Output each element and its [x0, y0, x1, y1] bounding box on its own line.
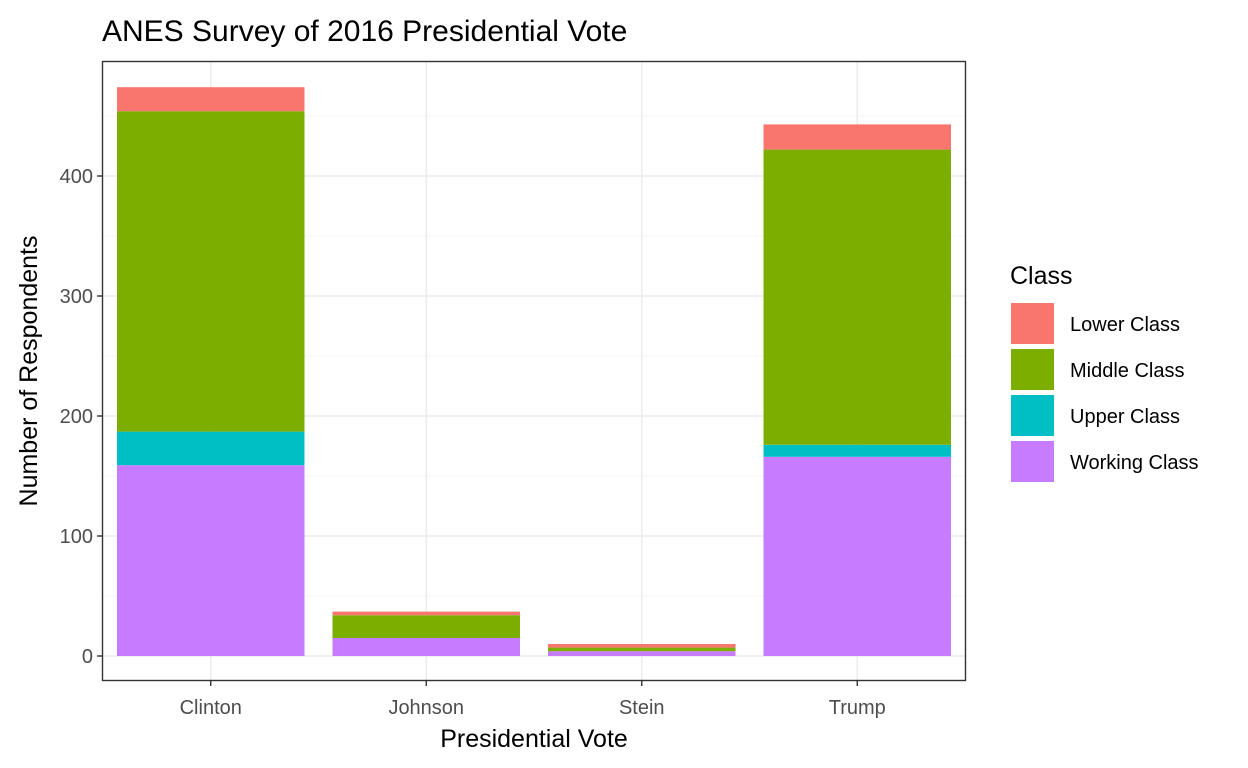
- x-tick-label: Trump: [829, 697, 886, 719]
- bars: [117, 87, 951, 656]
- x-tick-label: Stein: [619, 697, 665, 719]
- y-tick-label: 400: [60, 166, 93, 188]
- y-tick-label: 200: [60, 406, 93, 428]
- legend-key: [1011, 441, 1054, 482]
- bar-stein-lower-class: [548, 644, 736, 648]
- bar-trump-lower-class: [763, 124, 951, 150]
- y-tick-label: 300: [60, 286, 93, 308]
- bar-stein-middle-class: [548, 647, 736, 652]
- bar-johnson-middle-class: [332, 615, 520, 638]
- bar-trump-middle-class: [763, 149, 951, 445]
- legend-label: Upper Class: [1070, 406, 1180, 428]
- legend-title: Class: [1010, 262, 1073, 290]
- bar-johnson-working-class: [332, 638, 520, 656]
- legend-label: Working Class: [1070, 452, 1199, 474]
- legend-label: Middle Class: [1070, 360, 1184, 382]
- bar-trump-working-class: [763, 456, 951, 656]
- legend: Class Lower Class Middle Class Upper Class…: [1010, 262, 1199, 482]
- bar-clinton-upper-class: [117, 431, 305, 466]
- legend-key: [1011, 303, 1054, 344]
- bar-clinton-lower-class: [117, 87, 305, 112]
- bar-trump-upper-class: [763, 444, 951, 457]
- bar-stein-working-class: [548, 651, 736, 656]
- bar-johnson-lower-class: [332, 611, 520, 616]
- bar-clinton-working-class: [117, 465, 305, 656]
- x-axis: Clinton Johnson Stein Trump: [180, 680, 886, 719]
- y-tick-label: 0: [82, 646, 93, 668]
- x-axis-title: Presidential Vote: [440, 725, 628, 753]
- y-axis-title: Number of Respondents: [15, 236, 43, 507]
- chart-title: ANES Survey of 2016 Presidential Vote: [102, 15, 627, 48]
- x-tick-label: Clinton: [180, 697, 242, 719]
- x-tick-label: Johnson: [388, 697, 464, 719]
- y-tick-label: 100: [60, 526, 93, 548]
- plot-panel-border: [101, 60, 967, 682]
- legend-key: [1011, 395, 1054, 436]
- bar-clinton-middle-class: [117, 111, 305, 432]
- legend-key: [1011, 349, 1054, 390]
- y-axis: 0 100 200 300 400: [60, 166, 103, 668]
- legend-label: Lower Class: [1070, 314, 1180, 336]
